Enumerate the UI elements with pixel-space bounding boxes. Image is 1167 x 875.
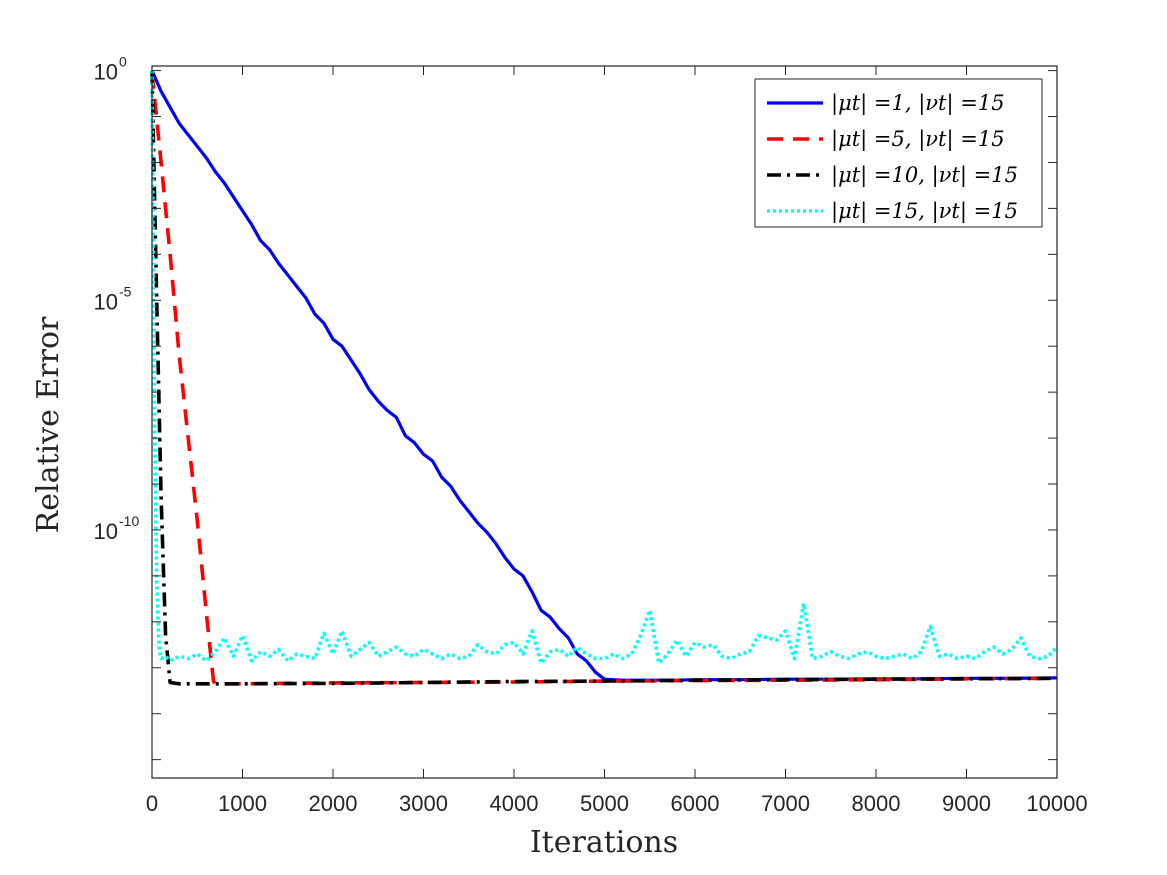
y-tick-base: 10: [94, 60, 118, 85]
y-tick-exponent: -10: [119, 513, 139, 529]
x-axis-label: Iterations: [530, 825, 678, 860]
y-tick-label: 10 -5: [94, 283, 132, 314]
legend: |μt| =1, |νt| =15 |μt| =5, |νt| =15 |μt| =…: [754, 78, 1043, 228]
x-tick-label: 1000: [218, 791, 267, 816]
y-tick-base: 10: [94, 289, 118, 314]
y-tick-exponent: 0: [119, 54, 127, 70]
x-tick-label: 5000: [580, 791, 629, 816]
x-tick-label: 10000: [1026, 791, 1087, 816]
x-tick-label: 2000: [309, 791, 358, 816]
series-line-3: [150, 70, 1058, 686]
series-line-4: [150, 70, 1059, 666]
y-tick-label: 10 -10: [94, 513, 140, 544]
legend-label-2: |μt| =5, |νt| =15: [831, 127, 1005, 152]
series-layer: [150, 69, 1059, 686]
legend-label-1: |μt| =1, |νt| =15: [831, 91, 1005, 116]
x-tick-label: 6000: [671, 791, 720, 816]
x-tick-label: 7000: [761, 791, 810, 816]
legend-label-4: |μt| =15, |νt| =15: [831, 199, 1018, 224]
x-tick-label: 9000: [942, 791, 991, 816]
x-tick-label: 4000: [490, 791, 539, 816]
y-tick-label: 10 0: [94, 54, 127, 85]
x-tick-label: 8000: [852, 791, 901, 816]
y-axis-label: Relative Error: [31, 316, 66, 533]
x-axis-ticks: 0 1000 2000 3000 4000 5000 6000 7000 8000 9000 100…: [146, 66, 1088, 816]
x-tick-label: 3000: [399, 791, 448, 816]
x-tick-label: 0: [146, 791, 158, 816]
y-tick-exponent: -5: [119, 283, 132, 299]
legend-label-3: |μt| =10, |νt| =15: [831, 163, 1018, 188]
y-tick-base: 10: [94, 519, 118, 544]
